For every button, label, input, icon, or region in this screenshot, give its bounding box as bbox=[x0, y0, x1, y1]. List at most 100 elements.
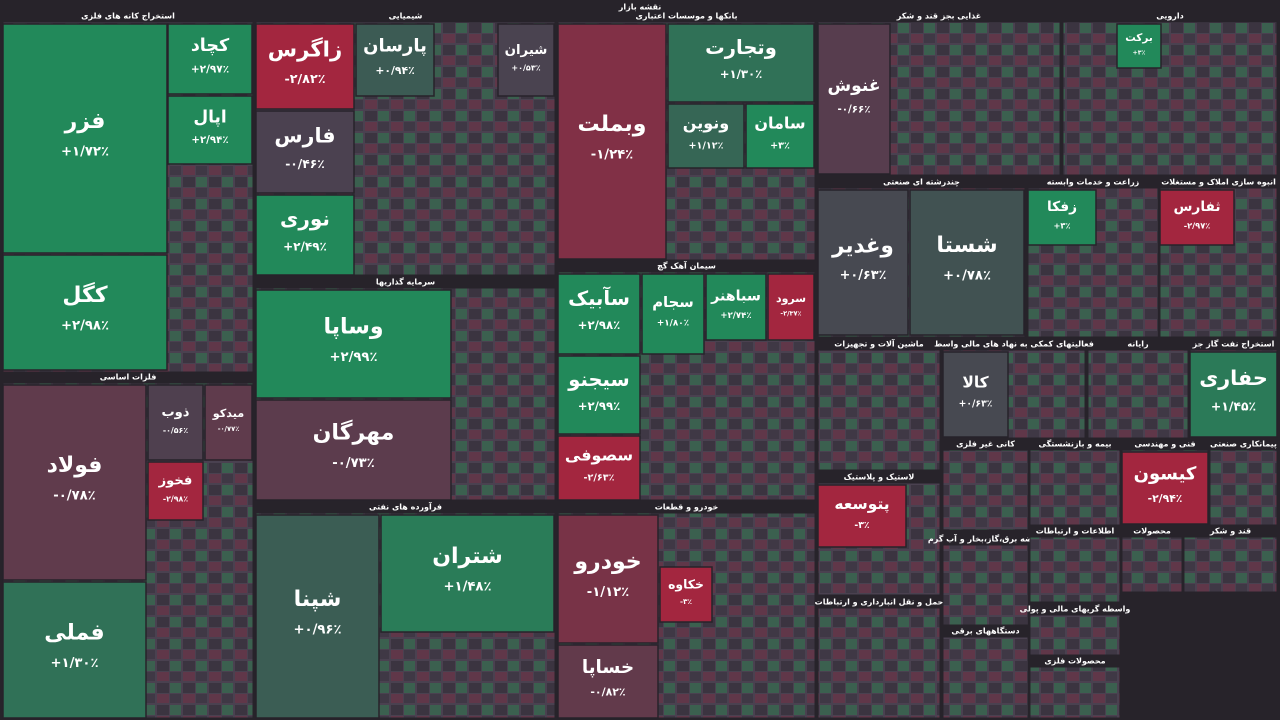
stock-change: +۲/۷۴٪ bbox=[720, 311, 751, 321]
sector-area bbox=[942, 636, 1029, 719]
sector-label: چندرشته ای صنعتی bbox=[883, 178, 960, 187]
stock-symbol: سجام bbox=[652, 294, 693, 311]
stock-tile bbox=[1189, 351, 1278, 438]
stock-symbol: میدکو bbox=[212, 407, 245, 420]
sector-label: رایانه bbox=[1127, 340, 1149, 349]
stock-symbol: کگل bbox=[62, 281, 107, 308]
stock-tile bbox=[745, 103, 815, 169]
stock-change: -۲/۹۸٪ bbox=[163, 494, 188, 503]
stock-change: +۱/۳۰٪ bbox=[50, 656, 98, 671]
sector-label: فلزات اساسی bbox=[100, 373, 157, 382]
sector-label: بانکها و موسسات اعتباری bbox=[636, 12, 738, 21]
sector-label: ماشین آلات و تجهیزات bbox=[834, 339, 923, 349]
sector-area bbox=[1029, 666, 1121, 719]
stock-symbol: مهرگان bbox=[313, 419, 395, 446]
stock-change: -۲/۳۷٪ bbox=[780, 310, 801, 318]
stock-change: +۳٪ bbox=[1054, 220, 1071, 230]
stock-symbol: فولاد bbox=[47, 453, 103, 478]
stock-change: -۲/۹۴٪ bbox=[1148, 492, 1183, 505]
stock-symbol: فخوز bbox=[158, 474, 193, 489]
stock-symbol: نوری bbox=[280, 207, 330, 231]
sector-label: فنی و مهندسی bbox=[1134, 440, 1195, 449]
sector-label: فرآورده های نفتی bbox=[369, 502, 442, 512]
sector-area bbox=[1029, 536, 1121, 603]
stock-tile bbox=[2, 581, 147, 719]
stock-symbol: سرود bbox=[776, 292, 806, 305]
stock-change: +۱/۳۰٪ bbox=[720, 67, 763, 81]
sector-area bbox=[942, 449, 1029, 531]
stock-tile bbox=[255, 23, 355, 110]
stock-change: -۰/۴۶٪ bbox=[285, 157, 325, 171]
sector-label: زراعت و خدمات وابسته bbox=[1047, 178, 1140, 187]
stock-symbol: خودرو bbox=[573, 550, 641, 575]
sector-label: غذایی بجز قند و شکر bbox=[896, 12, 981, 21]
stock-tile bbox=[1121, 451, 1209, 525]
stock-tile bbox=[817, 189, 909, 336]
sector-area bbox=[1062, 21, 1278, 176]
sector-label: پیمانکاری صنعتی bbox=[1210, 440, 1277, 449]
stock-change: -۱/۱۲٪ bbox=[587, 585, 630, 600]
stock-tile bbox=[659, 566, 713, 623]
stock-tile bbox=[167, 95, 253, 165]
stock-tile bbox=[147, 461, 204, 521]
stock-change: +۲/۴۹٪ bbox=[283, 240, 327, 254]
stock-tile bbox=[2, 254, 168, 371]
stock-tile bbox=[204, 384, 253, 461]
sector-label: خودرو و قطعات bbox=[655, 503, 719, 512]
stock-symbol: برکت bbox=[1125, 32, 1153, 44]
stock-change: -۰/۸۲٪ bbox=[590, 685, 625, 698]
stock-symbol: زاگرس bbox=[268, 37, 342, 63]
stock-tile bbox=[1027, 189, 1097, 246]
stock-symbol: وساپا bbox=[323, 315, 383, 340]
stock-tile bbox=[147, 384, 204, 461]
stock-tile bbox=[1116, 23, 1162, 69]
stock-symbol: پتوسعه bbox=[834, 495, 889, 514]
stock-tile bbox=[909, 189, 1025, 336]
stock-symbol: وبملت bbox=[578, 112, 647, 137]
sector-label: استخراج کانه های فلزی bbox=[81, 12, 175, 21]
sector-label: محصولات فلزی bbox=[1044, 657, 1105, 666]
sector-area bbox=[1183, 536, 1278, 593]
stock-change: -۱/۲۴٪ bbox=[591, 148, 634, 163]
stock-tile bbox=[641, 273, 705, 355]
sector-label: قند و شکر bbox=[1209, 527, 1251, 536]
stock-symbol: فملی bbox=[44, 621, 104, 646]
stock-symbol: زفکا bbox=[1047, 199, 1077, 215]
sector-label: بیمه و بازنشستگی bbox=[1039, 439, 1112, 449]
stock-symbol: شتران bbox=[432, 544, 503, 569]
stock-change: +۲/۹۹٪ bbox=[329, 350, 377, 365]
stock-tile bbox=[667, 23, 815, 103]
sector-area bbox=[1209, 449, 1278, 526]
sector-label: دستگاههای برقی bbox=[951, 626, 1019, 636]
stock-symbol: ذوب bbox=[162, 405, 190, 420]
stock-symbol: کالا bbox=[962, 373, 988, 391]
stock-change: -۰/۶۶٪ bbox=[837, 103, 870, 115]
stock-symbol: سباهنر bbox=[710, 288, 761, 304]
stock-change: +۱/۴۸٪ bbox=[443, 580, 491, 595]
stock-symbol: سیجنو bbox=[567, 368, 629, 391]
sector-label: فعالیتهای کمکی به نهاد های مالی واسط bbox=[934, 340, 1094, 349]
stock-change: -۰/۷۷٪ bbox=[218, 425, 240, 433]
stock-tile bbox=[497, 23, 555, 97]
sector-label: استخراج نفت گاز جز bbox=[1192, 339, 1275, 349]
sector-label: واسطه گریهای مالی و پولی bbox=[1020, 604, 1131, 614]
stock-tile bbox=[817, 23, 891, 175]
stock-tile bbox=[255, 514, 380, 719]
stock-tile bbox=[557, 355, 641, 435]
stock-symbol: وتجارت bbox=[705, 36, 777, 59]
sector-label: عرضه برق،گاز،بخار و آب گرم bbox=[928, 534, 1043, 544]
stock-tile bbox=[1159, 189, 1235, 246]
sector-area bbox=[817, 607, 941, 719]
stock-symbol: پارسان bbox=[363, 36, 427, 57]
sector-area bbox=[1029, 449, 1121, 526]
stock-tile bbox=[557, 435, 641, 501]
stock-tile bbox=[355, 23, 435, 97]
stock-symbol: ونوین bbox=[683, 114, 729, 133]
stock-change: +۲/۹۸٪ bbox=[61, 319, 109, 334]
stock-tile bbox=[767, 273, 815, 341]
stock-change: +۲/۹۹٪ bbox=[578, 399, 621, 413]
stock-change: +۰/۵۳٪ bbox=[511, 64, 540, 73]
stock-symbol: فزر bbox=[64, 109, 106, 134]
sector-label: سرمایه گذاریها bbox=[376, 277, 435, 287]
